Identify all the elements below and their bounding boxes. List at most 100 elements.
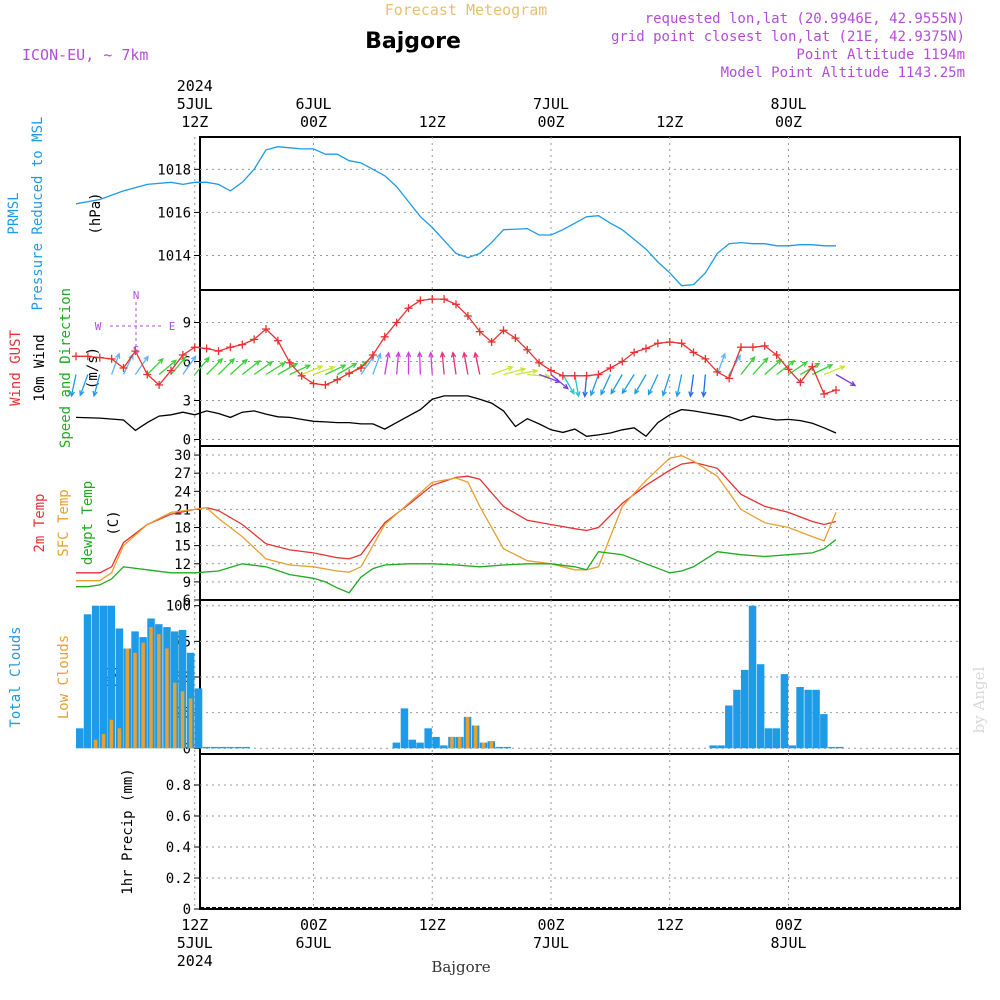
wind-arrow-head <box>329 365 336 372</box>
wind-arrow <box>776 360 796 376</box>
wind-arrow-shaft <box>229 359 248 375</box>
wind-arrow-head <box>473 351 479 358</box>
gust-marker <box>487 338 496 346</box>
wind-arrow-shaft <box>647 374 659 395</box>
y-axis-label: 1hr Precip (mm) <box>120 768 136 894</box>
wind-arrow-head <box>610 388 616 395</box>
wind-arrow <box>416 351 423 375</box>
wind-arrow <box>336 362 358 376</box>
y-axis-label: SFC Temp <box>56 489 72 556</box>
gust-marker <box>226 343 235 352</box>
wind-arrow-shaft <box>134 356 149 375</box>
wind-arrow-head <box>562 383 569 390</box>
wind-arrow <box>253 361 274 376</box>
total-cloud-bar <box>741 669 749 749</box>
total-cloud-bar <box>495 746 504 749</box>
wind-arrow-head <box>634 388 640 395</box>
gust-marker <box>784 365 793 374</box>
y-axis-label: dewpt Temp <box>80 481 96 565</box>
wind-arrow-head <box>291 362 299 369</box>
wind-arrow <box>675 374 683 398</box>
wind-arrow-shaft <box>503 368 525 376</box>
wind-arrow <box>206 357 224 375</box>
wind-arrow-head <box>507 365 514 372</box>
y-tick-label: 6 <box>183 593 191 609</box>
wind-arrow-shaft <box>716 353 726 375</box>
wind-arrow-shaft <box>676 374 683 397</box>
gust-marker <box>190 343 199 352</box>
gust-marker <box>713 367 722 376</box>
gust-marker <box>570 371 579 380</box>
wind-arrow <box>277 362 299 376</box>
gust-marker <box>416 296 425 305</box>
top-time-label: 2024 <box>177 77 213 95</box>
wind-arrow-shaft <box>463 352 469 375</box>
wind-arrow-shaft <box>289 364 310 376</box>
wind-arrow-head <box>839 365 846 371</box>
total-cloud-bar <box>780 674 789 749</box>
wind-arrow-shaft <box>313 366 335 376</box>
low-cloud-bar <box>141 642 145 749</box>
wind-arrow <box>661 374 671 397</box>
low-cloud-bar <box>188 698 193 749</box>
wind-arrow-head <box>170 359 178 366</box>
gust-marker <box>202 344 211 353</box>
y-tick-label: 0 <box>183 433 191 449</box>
total-cloud-bar <box>242 746 250 749</box>
top-time-label: 8JUL <box>770 95 806 113</box>
gust-marker <box>167 366 175 375</box>
y-tick-label: 100 <box>166 599 191 615</box>
y-tick-label: 3 <box>183 394 191 410</box>
gust-marker <box>725 374 734 383</box>
wind-arrow <box>428 351 434 375</box>
total-cloud-bar <box>107 605 116 749</box>
low-cloud-bar <box>93 739 98 749</box>
wind-arrow-shaft <box>600 374 611 395</box>
wind-arrow <box>372 352 382 375</box>
wind-arrow-head <box>229 357 236 364</box>
gust-marker <box>689 348 698 357</box>
wind-arrow-head <box>92 390 98 398</box>
wind-arrow <box>515 368 539 376</box>
top-time-label: 7JUL <box>533 95 569 113</box>
wind-arrow-shaft <box>194 357 210 375</box>
gust-marker <box>642 344 650 353</box>
y-tick-label: 18 <box>174 521 191 537</box>
wind-arrow <box>491 365 514 376</box>
wind-arrow <box>111 352 121 375</box>
gust-marker <box>475 327 484 336</box>
wind-arrow <box>823 365 846 376</box>
gust-marker <box>558 371 567 380</box>
gust-marker <box>250 335 259 344</box>
y-axis-label: 2m Temp <box>32 493 48 552</box>
wind-arrow <box>701 374 707 398</box>
panel-frame <box>199 136 961 291</box>
wind-arrow-shaft <box>634 374 647 394</box>
total-cloud-bar <box>194 688 203 749</box>
top-time-label: 12Z <box>181 113 208 131</box>
wind-arrow <box>241 360 261 376</box>
wind-arrow <box>229 358 248 375</box>
gust-marker <box>345 369 354 378</box>
wind-arrow-shaft <box>253 361 273 376</box>
wind-arrow <box>550 374 569 390</box>
wind-arrow-shaft <box>158 359 177 375</box>
total-cloud-bar <box>210 746 219 749</box>
y-tick-label: 0 <box>183 741 191 757</box>
wind-arrow <box>194 356 210 375</box>
wind-arrow-shaft <box>515 370 538 376</box>
wind-arrow <box>503 367 527 376</box>
wind-speed-line <box>75 395 837 438</box>
wind-arrow <box>69 374 77 398</box>
gust-marker <box>677 339 686 348</box>
gust-marker <box>273 336 282 345</box>
gust-marker <box>547 366 555 375</box>
bottom-time-label: 7JUL <box>533 934 569 952</box>
total-cloud-bar <box>83 614 92 749</box>
y-axis-label: Wind GUST <box>8 330 24 406</box>
total-cloud-bar <box>178 629 187 749</box>
wind-arrow-shaft <box>441 352 445 375</box>
wind-arrow-head <box>217 357 224 364</box>
